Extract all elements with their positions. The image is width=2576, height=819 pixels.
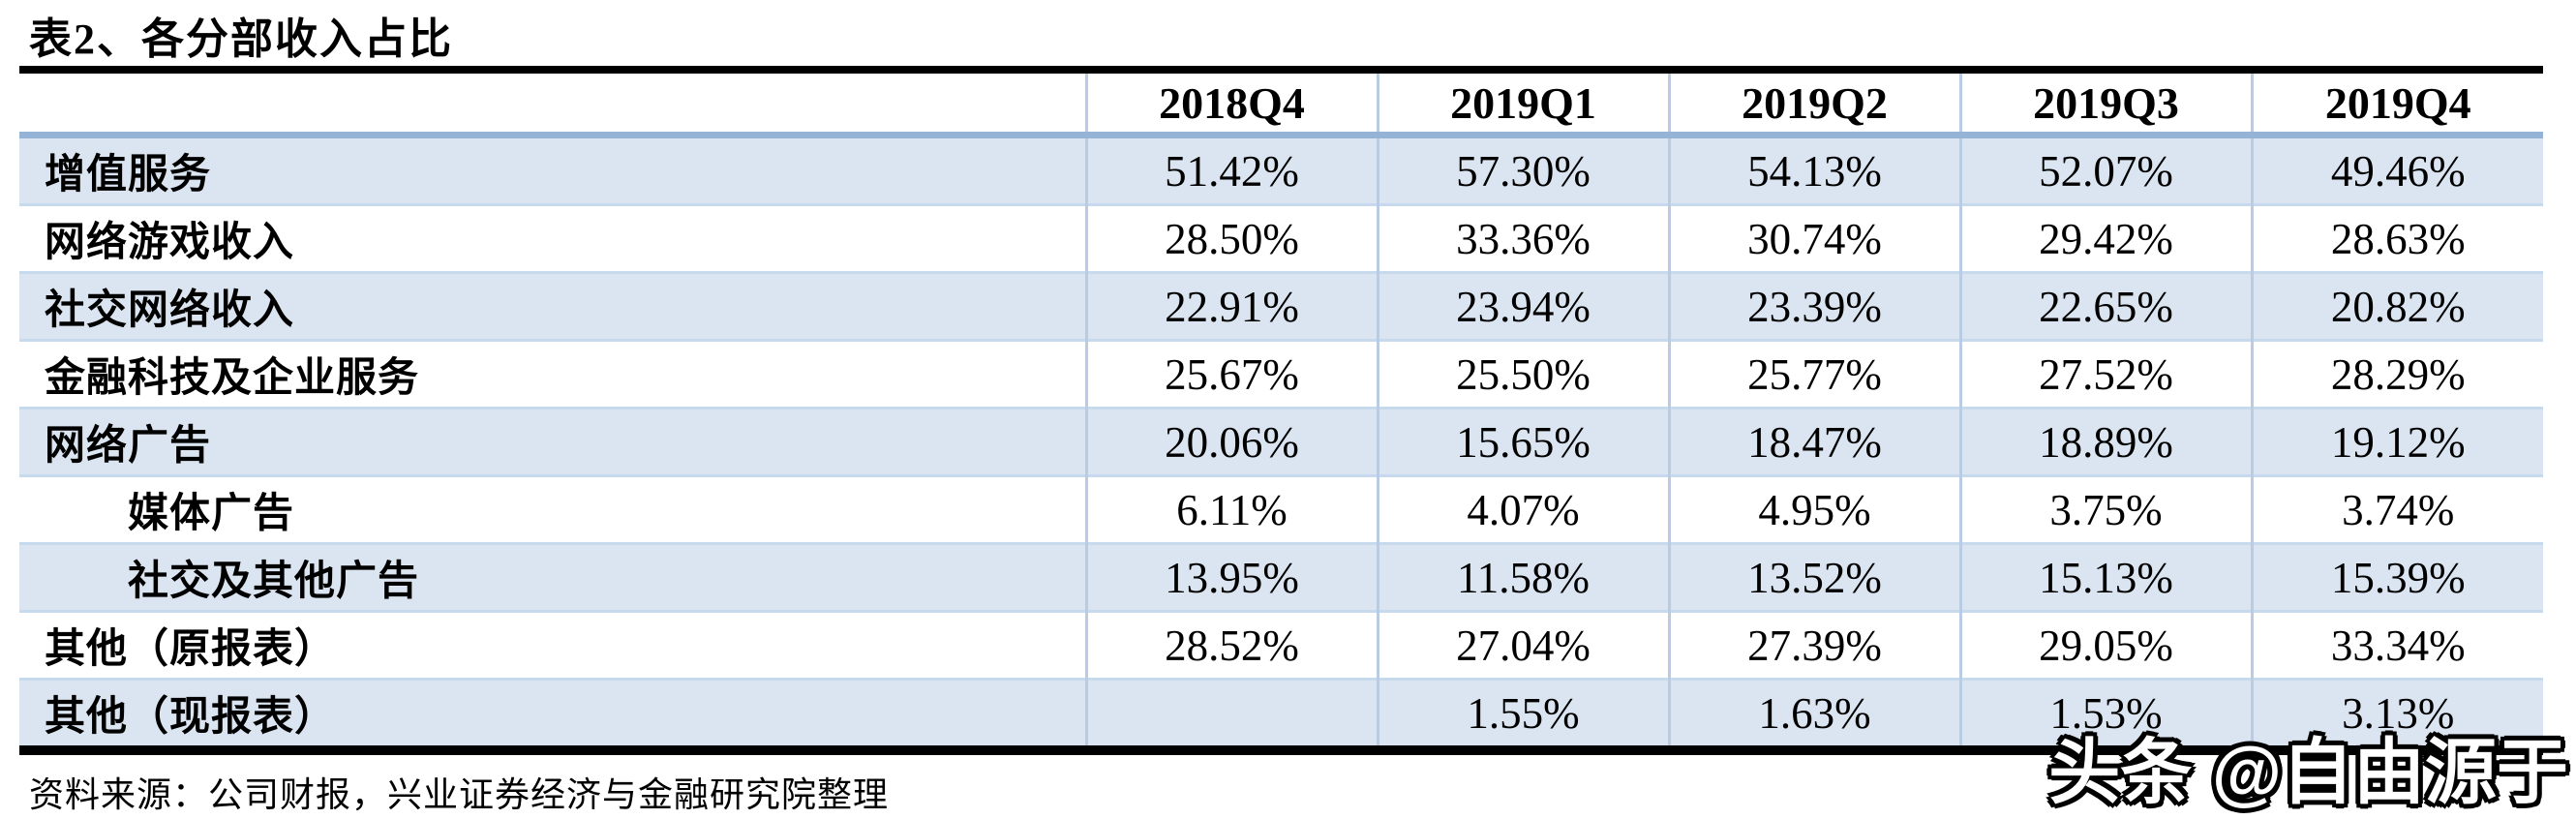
cell-value: 29.05%: [1958, 610, 2252, 680]
toutiao-watermark: 头条 @自由源于: [2048, 732, 2568, 812]
row-label: 金融科技及企业服务: [19, 339, 1086, 409]
cell-value: 28.63%: [2250, 203, 2543, 273]
cell-value: 22.91%: [1084, 271, 1378, 341]
table-row: 社交网络收入 22.91% 23.94% 23.39% 22.65% 20.82…: [19, 271, 2543, 341]
cell-value: 20.82%: [2250, 271, 2543, 341]
cell-value: 30.74%: [1667, 203, 1960, 273]
cell-value: 13.95%: [1084, 542, 1378, 612]
table-row: 社交及其他广告 13.95% 11.58% 13.52% 15.13% 15.3…: [19, 542, 2543, 612]
cell-value: 33.34%: [2250, 610, 2543, 680]
table-row: 网络广告 20.06% 15.65% 18.47% 18.89% 19.12%: [19, 407, 2543, 476]
cell-value: 23.39%: [1667, 271, 1960, 341]
row-label: 其他（原报表）: [19, 610, 1086, 680]
header-row: 2018Q4 2019Q1 2019Q2 2019Q3 2019Q4: [19, 70, 2543, 138]
cell-value: 11.58%: [1376, 542, 1669, 612]
source-note: 资料来源：公司财报，兴业证券经济与金融研究院整理: [29, 775, 890, 814]
row-label: 社交网络收入: [19, 271, 1086, 341]
cell-value: 15.39%: [2250, 542, 2543, 612]
column-header: 2019Q2: [1667, 70, 1960, 138]
cell-value: 27.39%: [1667, 610, 1960, 680]
cell-value: 4.07%: [1376, 474, 1669, 544]
cell-value: 4.95%: [1667, 474, 1960, 544]
cell-value: 1.53%: [1958, 678, 2252, 750]
row-label: 增值服务: [19, 134, 1086, 205]
cell-value: 6.11%: [1084, 474, 1378, 544]
cell-value: 25.77%: [1667, 339, 1960, 409]
cell-value: [1084, 678, 1378, 750]
column-header: 2019Q4: [2250, 70, 2543, 138]
header-label-spacer: [19, 70, 1086, 138]
cell-value: 52.07%: [1958, 134, 2252, 205]
cell-value: 13.52%: [1667, 542, 1960, 612]
cell-value: 33.36%: [1376, 203, 1669, 273]
column-header: 2019Q3: [1958, 70, 2252, 138]
page-title: 表2、各分部收入占比: [29, 15, 453, 63]
revenue-share-table: 2018Q4 2019Q1 2019Q2 2019Q3 2019Q4 增值服务 …: [19, 66, 2543, 755]
cell-value: 25.67%: [1084, 339, 1378, 409]
cell-value: 27.52%: [1958, 339, 2252, 409]
column-header: 2019Q1: [1376, 70, 1669, 138]
table-row: 媒体广告 6.11% 4.07% 4.95% 3.75% 3.74%: [19, 474, 2543, 544]
column-header: 2018Q4: [1084, 70, 1378, 138]
row-label: 社交及其他广告: [19, 542, 1086, 612]
cell-value: 57.30%: [1376, 134, 1669, 205]
cell-value: 18.89%: [1958, 407, 2252, 476]
cell-value: 3.13%: [2250, 678, 2543, 750]
cell-value: 22.65%: [1958, 271, 2252, 341]
cell-value: 51.42%: [1084, 134, 1378, 205]
cell-value: 28.29%: [2250, 339, 2543, 409]
row-label: 网络广告: [19, 407, 1086, 476]
cell-value: 27.04%: [1376, 610, 1669, 680]
cell-value: 3.75%: [1958, 474, 2252, 544]
table-row: 其他（现报表） 1.55% 1.63% 1.53% 3.13%: [19, 678, 2543, 750]
cell-value: 54.13%: [1667, 134, 1960, 205]
cell-value: 15.65%: [1376, 407, 1669, 476]
table-row: 其他（原报表） 28.52% 27.04% 27.39% 29.05% 33.3…: [19, 610, 2543, 680]
table-row: 金融科技及企业服务 25.67% 25.50% 25.77% 27.52% 28…: [19, 339, 2543, 409]
cell-value: 19.12%: [2250, 407, 2543, 476]
cell-value: 25.50%: [1376, 339, 1669, 409]
row-label: 媒体广告: [19, 474, 1086, 544]
cell-value: 23.94%: [1376, 271, 1669, 341]
cell-value: 28.50%: [1084, 203, 1378, 273]
row-label: 其他（现报表）: [19, 678, 1086, 750]
cell-value: 20.06%: [1084, 407, 1378, 476]
cell-value: 3.74%: [2250, 474, 2543, 544]
table-row: 网络游戏收入 28.50% 33.36% 30.74% 29.42% 28.63…: [19, 203, 2543, 273]
cell-value: 18.47%: [1667, 407, 1960, 476]
cell-value: 29.42%: [1958, 203, 2252, 273]
row-label: 网络游戏收入: [19, 203, 1086, 273]
cell-value: 1.63%: [1667, 678, 1960, 750]
cell-value: 1.55%: [1376, 678, 1669, 750]
table-row: 增值服务 51.42% 57.30% 54.13% 52.07% 49.46%: [19, 134, 2543, 205]
cell-value: 28.52%: [1084, 610, 1378, 680]
cell-value: 15.13%: [1958, 542, 2252, 612]
cell-value: 49.46%: [2250, 134, 2543, 205]
